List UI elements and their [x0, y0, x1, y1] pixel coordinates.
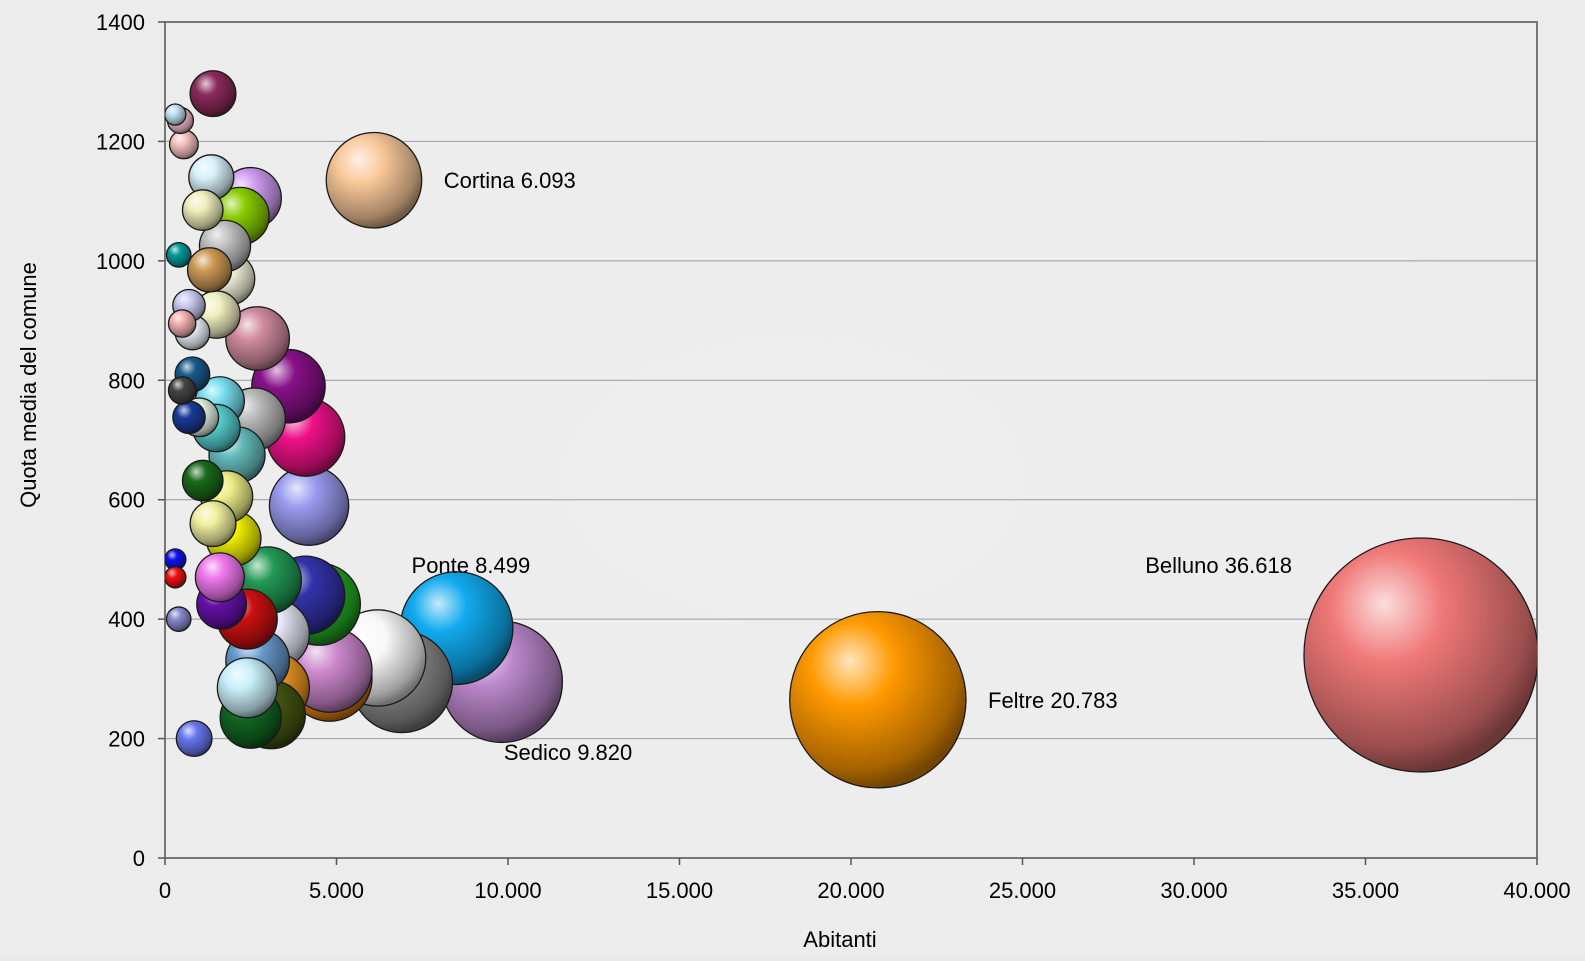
y-tick-label: 1000 — [96, 249, 145, 274]
x-tick-label: 0 — [159, 878, 171, 903]
bubble — [789, 610, 967, 789]
x-tick-label: 40.000 — [1503, 878, 1570, 903]
bubble-data-label: Sedico 9.820 — [504, 740, 632, 765]
bubble — [225, 306, 291, 371]
bubble — [165, 566, 187, 589]
bubble — [165, 606, 192, 633]
y-tick-label: 0 — [133, 846, 145, 871]
y-axis-title: Quota media del comune — [16, 262, 41, 508]
axes: 0 200 400 600 800 1000 1200 1400 0 5.000 10.000 15.… — [96, 10, 1571, 903]
bubble — [167, 376, 197, 405]
bubble — [181, 459, 224, 502]
bubble — [325, 131, 423, 229]
y-tick-label: 400 — [108, 607, 145, 632]
bubble — [165, 242, 192, 268]
bubble — [1303, 537, 1537, 773]
bubble — [168, 129, 199, 160]
x-tick-label: 5.000 — [309, 878, 364, 903]
x-tick-label: 10.000 — [474, 878, 541, 903]
bubble — [181, 189, 224, 232]
y-tick-label: 600 — [108, 488, 145, 513]
bubble — [216, 657, 278, 719]
bubble-data-label: Belluno 36.618 — [1145, 553, 1292, 578]
bubble-data-label: Feltre 20.783 — [988, 688, 1118, 713]
y-tick-label: 1200 — [96, 129, 145, 154]
x-tick-label: 25.000 — [989, 878, 1056, 903]
x-tick-label: 30.000 — [1160, 878, 1227, 903]
bubble — [175, 720, 213, 758]
bubble — [189, 500, 237, 548]
y-tick-label: 800 — [108, 368, 145, 393]
bubble — [194, 552, 245, 603]
x-tick-label: 20.000 — [817, 878, 884, 903]
x-tick-label: 15.000 — [646, 878, 713, 903]
bubbles — [165, 70, 1537, 789]
bubble-data-label: Ponte 8.499 — [412, 553, 531, 578]
bubble — [167, 309, 197, 338]
y-tick-label: 1400 — [96, 10, 145, 35]
bubble — [165, 103, 187, 126]
bubble — [268, 465, 350, 546]
x-tick-label: 35.000 — [1332, 878, 1399, 903]
bubble — [189, 70, 237, 118]
bubble-labels: Cortina 6.093 Ponte 8.499 Belluno 36.618 Se… — [412, 168, 1292, 765]
bubble — [186, 247, 233, 293]
bubble — [172, 400, 206, 435]
x-axis-title: Abitanti — [803, 927, 876, 952]
y-tick-label: 200 — [108, 727, 145, 752]
bubble-data-label: Cortina 6.093 — [444, 168, 576, 193]
